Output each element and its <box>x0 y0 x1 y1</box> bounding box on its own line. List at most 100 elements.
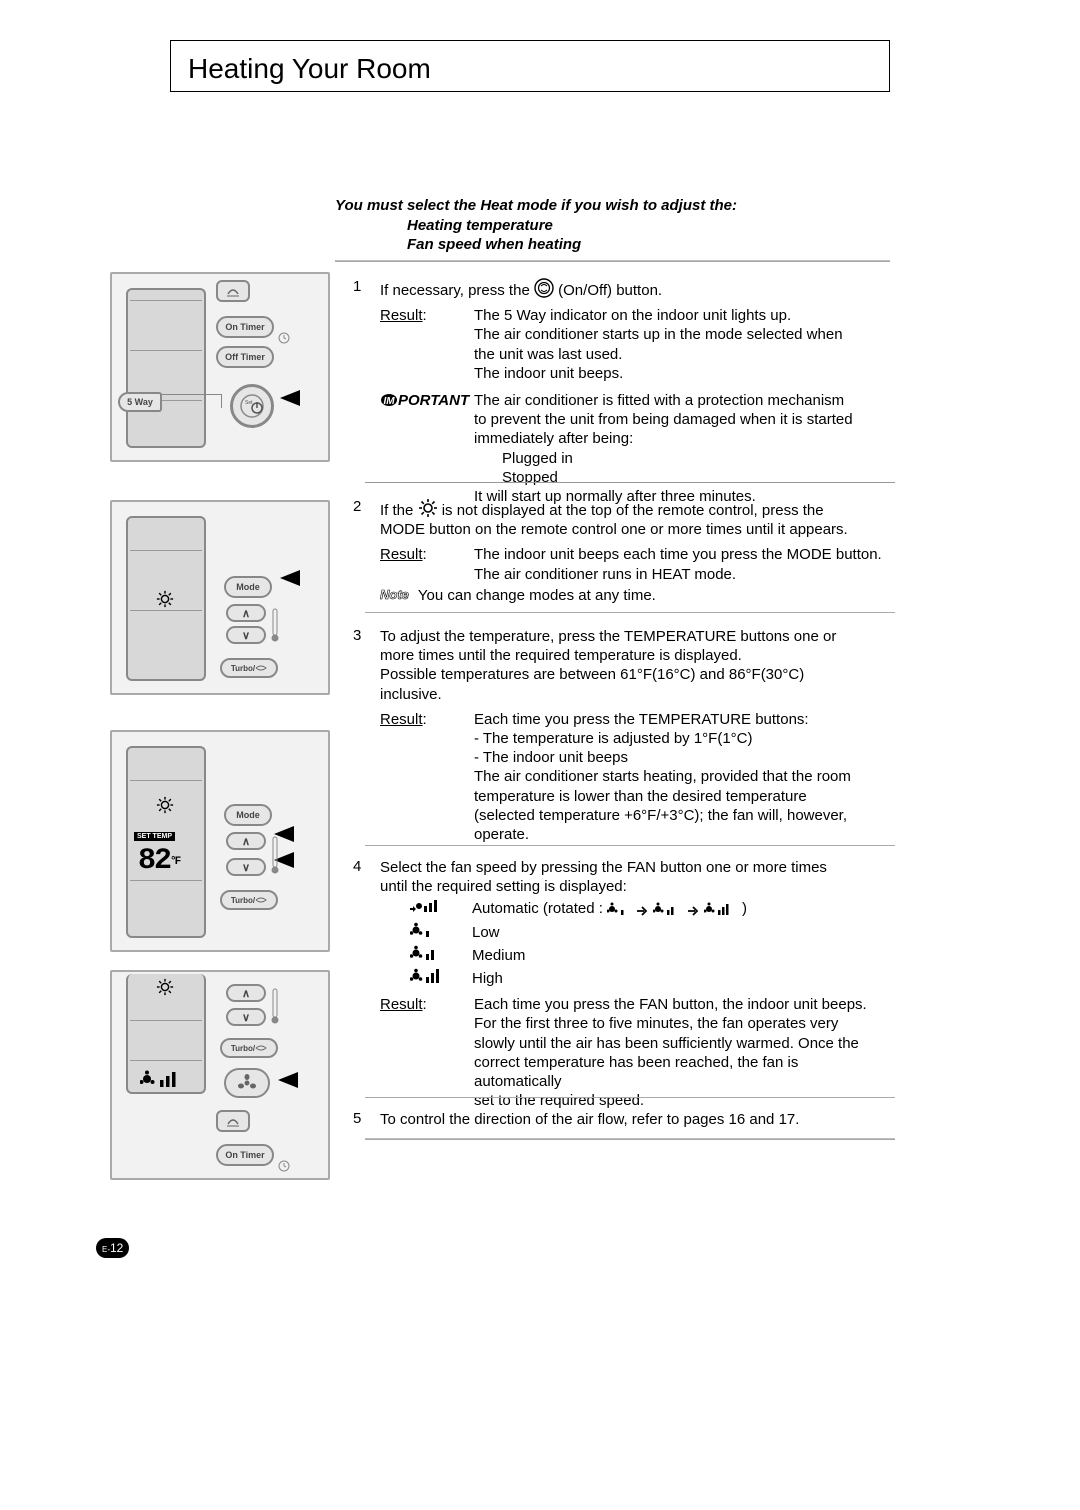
fan-auto-icon <box>410 898 454 919</box>
pointer-icon <box>280 390 300 406</box>
turbo-label: Turbo/ <box>231 1044 255 1053</box>
temp-unit: °F <box>170 856 179 868</box>
turbo-button: Turbo/ <box>220 1038 278 1058</box>
off-timer-label: Off Timer <box>225 352 265 362</box>
turbo-button: Turbo/ <box>220 890 278 910</box>
temp-display: 82°F <box>138 844 179 878</box>
step3-body: To adjust the temperature, press the TEM… <box>380 627 890 844</box>
divider <box>365 845 895 846</box>
s4-high: High <box>472 969 503 988</box>
s2-line2: MODE button on the remote control one or… <box>380 520 890 539</box>
arrow-icon <box>688 906 700 916</box>
page-title: Heating Your Room <box>188 53 431 85</box>
power-icon: Set <box>239 393 265 419</box>
onoff-icon <box>534 278 554 298</box>
result-label: Result <box>380 996 423 1013</box>
s4-low: Low <box>472 923 500 942</box>
turbo-button: Turbo/ <box>220 658 278 678</box>
important-label: PORTANT <box>398 392 469 409</box>
pointer-icon <box>278 1072 298 1088</box>
5way-label: 5 Way <box>127 397 153 407</box>
svg-text:Set: Set <box>245 400 253 406</box>
sun-icon <box>156 978 174 996</box>
s2-note-body: You can change modes at any time. <box>414 587 656 604</box>
remote-illus-3: SET TEMP 82°F Mode ∧ ∨ Turbo/ <box>110 730 330 952</box>
result-label: Result <box>380 711 423 728</box>
on-timer-label: On Timer <box>225 1150 264 1160</box>
divider <box>365 1097 895 1098</box>
up-button: ∧ <box>226 984 266 1002</box>
remote-illus-1: On Timer Off Timer Set 5 Way <box>110 272 330 462</box>
up-button: ∧ <box>226 832 266 850</box>
note-icon: Note <box>380 588 414 602</box>
page-prefix: E- <box>102 1245 110 1254</box>
step-num-1: 1 <box>353 278 361 295</box>
off-timer-button: Off Timer <box>216 346 274 368</box>
s2-line1a: If the <box>380 502 418 519</box>
s2-line1b: is not displayed at the top of the remot… <box>442 502 824 519</box>
intro-line1: You must select the Heat mode if you wis… <box>335 196 737 216</box>
svg-text:Note: Note <box>380 588 409 602</box>
pointer-icon <box>280 570 300 586</box>
swing-icon <box>225 284 241 298</box>
step5-body: To control the direction of the air flow… <box>380 1110 890 1129</box>
down-button: ∨ <box>226 626 266 644</box>
fan-high-icon <box>410 968 454 989</box>
down-button: ∨ <box>226 1008 266 1026</box>
remote-illus-4: ∧ ∨ Turbo/ On Timer <box>110 970 330 1180</box>
s4-auto-a: Automatic (rotated : <box>472 900 603 917</box>
divider <box>365 482 895 483</box>
up-button: ∧ <box>226 604 266 622</box>
divider <box>335 260 890 262</box>
s4-auto-b: ) <box>742 900 747 917</box>
step-num-4: 4 <box>353 858 361 875</box>
s4-med: Medium <box>472 946 525 965</box>
step-num-3: 3 <box>353 627 361 644</box>
power-button: Set <box>230 384 274 428</box>
s2-result-body: The indoor unit beeps each time you pres… <box>474 545 882 583</box>
intro-line2: Heating temperature <box>407 216 737 236</box>
s1-line1b: (On/Off) button. <box>558 282 662 299</box>
down-button: ∨ <box>226 858 266 876</box>
result-label: Result <box>380 307 423 324</box>
s1-line1a: If necessary, press the <box>380 282 534 299</box>
s1-result-body: The 5 Way indicator on the indoor unit l… <box>474 306 843 383</box>
thermometer-icon <box>270 608 280 642</box>
s4-body1: Select the fan speed by pressing the FAN… <box>380 858 890 896</box>
fan-button <box>224 1068 270 1098</box>
fan-med-icon <box>410 945 454 966</box>
temp-value: 82 <box>138 844 170 878</box>
sun-icon <box>156 796 174 814</box>
important-icon: IM <box>380 393 398 407</box>
on-timer-label: On Timer <box>225 322 264 332</box>
arrow-icon <box>637 906 649 916</box>
fan-high-icon <box>140 1070 190 1088</box>
mode-button: Mode <box>224 576 272 598</box>
5way-button: 5 Way <box>118 392 162 412</box>
thermometer-icon <box>270 836 280 874</box>
step-num-5: 5 <box>353 1110 361 1127</box>
swing-icon <box>225 1114 241 1128</box>
turbo-label: Turbo/ <box>231 664 255 673</box>
mode-button: Mode <box>224 804 272 826</box>
thermometer-icon <box>270 988 280 1024</box>
fan-low-icon <box>410 922 454 943</box>
on-timer-button: On Timer <box>216 1144 274 1166</box>
s3-result-body: Each time you press the TEMPERATURE butt… <box>474 710 851 844</box>
sun-icon <box>156 590 174 608</box>
sun-icon <box>418 498 438 518</box>
mode-label: Mode <box>236 582 260 592</box>
intro-line3: Fan speed when heating <box>407 235 737 255</box>
s1-important-body: The air conditioner is fitted with a pro… <box>474 391 853 449</box>
fan-low-icon <box>607 902 633 916</box>
divider <box>365 1138 895 1140</box>
page-number: E-12 <box>96 1238 129 1258</box>
step-num-2: 2 <box>353 498 361 515</box>
result-label: Result <box>380 546 423 563</box>
step2-body: If the is not displayed at the top of th… <box>380 498 890 605</box>
set-temp-label: SET TEMP <box>134 832 175 841</box>
clock-icon <box>278 1160 290 1172</box>
clock-icon <box>278 332 290 344</box>
mode-label: Mode <box>236 810 260 820</box>
fan-icon <box>236 1074 258 1092</box>
